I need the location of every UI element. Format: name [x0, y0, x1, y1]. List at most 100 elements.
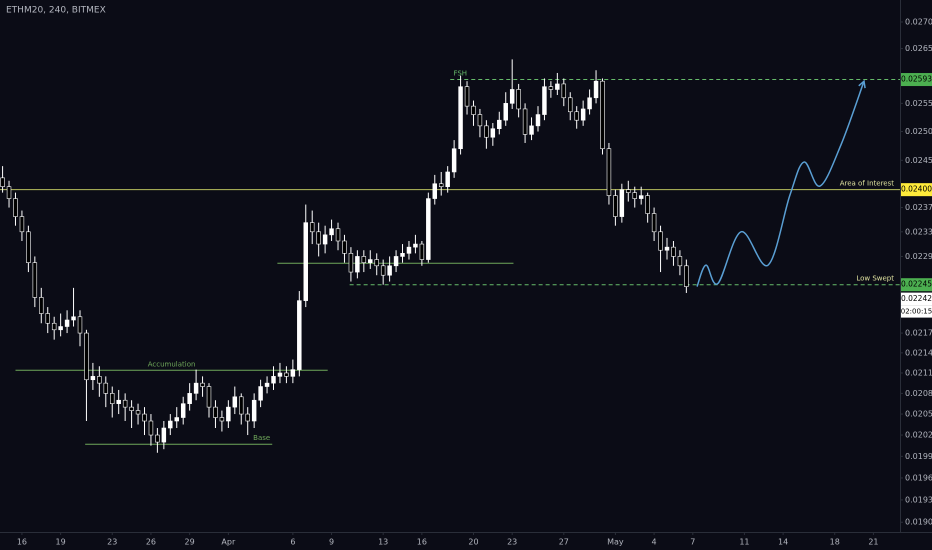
candle-body: [374, 259, 379, 267]
x-tick-label: 4: [652, 538, 657, 547]
candle-body: [200, 382, 205, 387]
candle-body: [84, 332, 89, 381]
candle-body: [619, 189, 625, 217]
candle-body: [645, 195, 650, 214]
x-tick-label: 16: [17, 538, 27, 547]
candle-body: [232, 396, 238, 408]
candle-body: [155, 434, 160, 443]
candle-body: [606, 148, 612, 196]
x-tick-label: 16: [417, 538, 427, 547]
candle-body: [509, 89, 515, 104]
candle-body: [322, 234, 328, 245]
candle-body: [142, 413, 147, 422]
segment-label: Accumulation: [148, 360, 196, 368]
candle-body: [671, 246, 676, 257]
candle-body: [290, 369, 296, 377]
projection-line: [696, 80, 865, 287]
candle-body: [271, 376, 276, 384]
candle-body: [0, 177, 5, 187]
candle-body: [542, 86, 547, 115]
candle-body: [303, 222, 308, 301]
candle-body: [39, 297, 44, 314]
candle-body: [213, 406, 218, 418]
candle-body: [206, 386, 212, 408]
candle-body: [535, 114, 541, 127]
candle-body: [168, 420, 173, 429]
x-tick-label: 9: [329, 538, 334, 547]
x-tick-label: 11: [739, 538, 749, 547]
candle-body: [135, 410, 141, 415]
candle-body: [432, 183, 438, 199]
candle-body: [258, 386, 263, 401]
candle-body: [26, 231, 31, 263]
candle-body: [219, 417, 225, 422]
candle-body: [32, 262, 38, 298]
candle-body: [116, 399, 121, 404]
candle-body: [368, 259, 373, 263]
candle-body: [122, 399, 128, 408]
candle-body: [148, 420, 154, 436]
x-tick-label: 7: [690, 538, 695, 547]
candle-body: [51, 322, 57, 331]
countdown-label: 02:00:15: [901, 308, 932, 316]
candle-body: [561, 83, 567, 99]
candle-body: [264, 382, 270, 387]
candle-body: [529, 125, 534, 135]
candle-body: [503, 103, 508, 121]
candle-body: [574, 111, 579, 121]
candle-body: [568, 97, 573, 113]
candle-body: [516, 89, 521, 110]
candle-body: [361, 256, 367, 263]
candle-body: [45, 313, 50, 324]
candle-body: [664, 246, 670, 251]
candle-body: [419, 243, 425, 260]
level-price-box: [901, 183, 932, 197]
candle-body: [426, 198, 431, 260]
candle-body: [600, 80, 605, 150]
x-tick-label: 6: [290, 538, 295, 547]
candle-body: [400, 253, 405, 257]
candle-body: [245, 413, 250, 422]
candle-body: [161, 427, 167, 443]
candle-body: [438, 183, 444, 187]
candle-body: [555, 83, 560, 90]
candle-body: [309, 222, 315, 233]
candle-body: [174, 417, 179, 422]
candle-body: [64, 319, 70, 327]
level-price-label: 0.02400: [901, 185, 932, 194]
x-tick-label: 23: [507, 538, 517, 547]
candle-body: [580, 108, 586, 121]
candle-body: [77, 316, 83, 334]
candle-body: [335, 228, 341, 242]
candle-body: [613, 195, 618, 217]
chart-title: ETHM20, 240, BITMEX: [6, 6, 106, 16]
level-price-box: [901, 278, 932, 292]
candle-body: [129, 406, 134, 411]
candle-body: [348, 253, 354, 273]
candle-body: [593, 80, 599, 99]
candle-body: [251, 399, 257, 422]
candle-body: [406, 246, 412, 254]
level-price-label: 0.02593: [901, 75, 932, 84]
candle-body: [90, 376, 96, 381]
last-price-label: 0.02242: [901, 294, 932, 303]
x-tick-label: 29: [185, 538, 195, 547]
candle-body: [626, 189, 631, 193]
x-tick-label: 18: [830, 538, 840, 547]
candle-body: [71, 316, 76, 321]
candle-body: [658, 231, 663, 251]
